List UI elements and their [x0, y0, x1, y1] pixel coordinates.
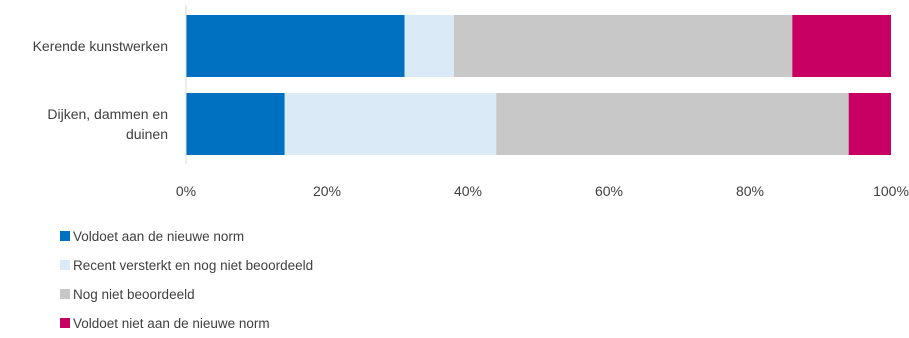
bar-segment-1-1	[284, 93, 497, 155]
legend-label: Recent versterkt en nog niet beoordeeld	[73, 258, 313, 273]
bar-segment-1-0	[186, 93, 285, 155]
x-tick-label: 100%	[873, 183, 909, 199]
bar-segment-0-3	[792, 15, 891, 77]
legend-label: Nog niet beoordeeld	[73, 287, 195, 302]
category-labels: Kerende kunstwerken Dijken, dammen en duin…	[33, 38, 168, 142]
bar-segment-0-0	[186, 15, 405, 77]
x-tick-label: 60%	[595, 183, 623, 199]
x-tick-label: 40%	[454, 183, 482, 199]
axis-layer: 0% 20% 40% 60% 80% 100%	[176, 5, 909, 199]
bar-segment-0-2	[453, 15, 793, 77]
bar-segment-1-2	[496, 93, 849, 155]
legend-swatch	[60, 289, 70, 299]
x-tick-label: 80%	[736, 183, 764, 199]
x-tick-label: 20%	[313, 183, 341, 199]
category-label-line: Dijken, dammen en	[47, 106, 168, 122]
category-label: Dijken, dammen en duinen	[47, 106, 168, 142]
category-label-line: duinen	[126, 126, 168, 142]
legend: Voldoet aan de nieuwe norm Recent verster…	[60, 229, 313, 331]
bar-segment-1-3	[848, 93, 891, 155]
bar-segment-0-1	[404, 15, 454, 77]
legend-swatch	[60, 318, 70, 328]
legend-label: Voldoet aan de nieuwe norm	[73, 229, 244, 244]
legend-label: Voldoet niet aan de nieuwe norm	[73, 316, 270, 331]
category-label: Kerende kunstwerken	[33, 38, 168, 54]
category-label-line: Kerende kunstwerken	[33, 38, 168, 54]
legend-swatch	[60, 260, 70, 270]
x-tick-label: 0%	[176, 183, 196, 199]
bars-layer	[186, 15, 891, 155]
legend-swatch	[60, 231, 70, 241]
